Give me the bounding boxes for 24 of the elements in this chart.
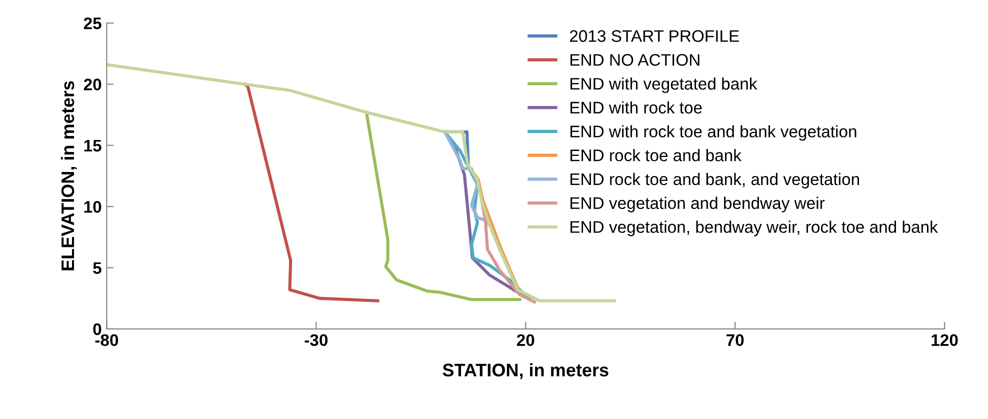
x-axis-title: STATION, in meters <box>442 363 608 380</box>
legend-label: END rock toe and bank <box>570 149 742 162</box>
y-tick-label: 5 <box>93 262 102 274</box>
line-series <box>243 82 380 302</box>
line-series <box>364 110 522 302</box>
y-axis-title: ELEVATION, in meters <box>60 81 77 270</box>
legend-label: END vegetation, bendway weir, rock toe and bank <box>570 220 938 236</box>
x-tick-label: -30 <box>304 334 328 346</box>
y-tick-label: 15 <box>84 140 102 152</box>
legend-label: 2013 START PROFILE <box>570 30 739 42</box>
y-tick-label: 20 <box>84 78 102 90</box>
x-tick-label: 20 <box>516 334 534 346</box>
x-tick-label: -80 <box>95 334 118 346</box>
legend-label: END NO ACTION <box>570 54 700 66</box>
legend-label: END rock toe and bank, and vegetation <box>570 172 859 188</box>
y-tick-label: 0 <box>93 323 102 336</box>
x-tick-label: 120 <box>932 334 958 346</box>
legend-label: END with rock toe <box>570 101 702 114</box>
legend-label: END vegetation and bendway weir <box>570 196 825 212</box>
y-tick-label: 25 <box>84 17 102 30</box>
x-tick-label: 70 <box>726 334 744 346</box>
legend-label: END with vegetated bank <box>570 77 758 93</box>
y-tick-label: 10 <box>84 200 102 213</box>
legend-label: END with rock toe and bank vegetation <box>570 125 856 141</box>
